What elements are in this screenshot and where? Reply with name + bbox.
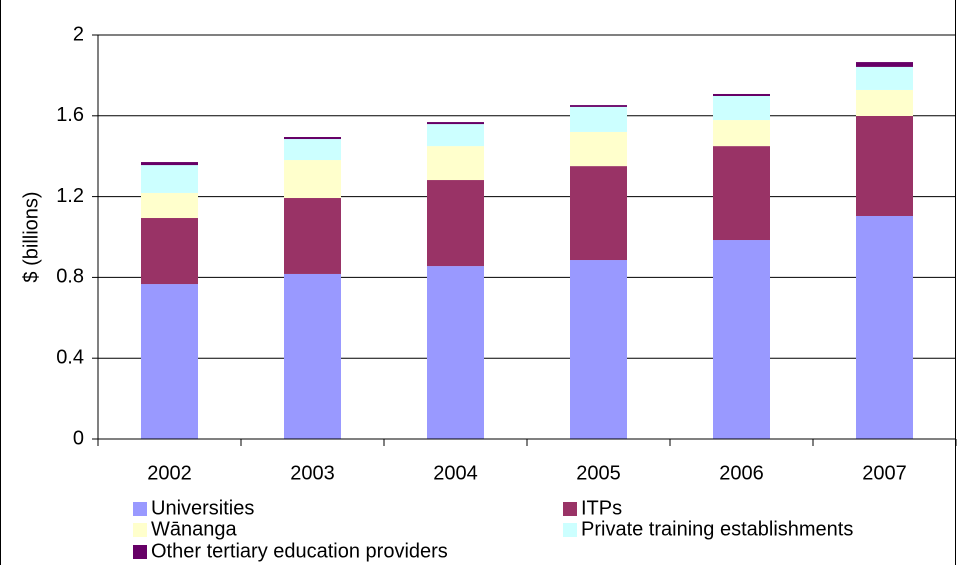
y-tick-label: 0.8 <box>56 266 84 288</box>
y-tick-label: 1.6 <box>56 104 84 126</box>
bar-segment <box>713 240 770 439</box>
legend-label: ITPs <box>581 497 622 519</box>
bar-segment <box>427 124 484 147</box>
x-tick-label: 2002 <box>147 462 192 484</box>
legend-swatch <box>563 502 577 516</box>
y-tick-label: 2 <box>73 23 84 45</box>
bar-segment <box>427 146 484 181</box>
bar-segment <box>141 218 198 285</box>
bar-segment <box>284 198 341 274</box>
legend-swatch <box>133 545 147 559</box>
bar-segment <box>856 116 913 216</box>
bar-segment <box>141 165 198 193</box>
x-tick-label: 2006 <box>719 462 764 484</box>
x-tick-label: 2004 <box>433 462 478 484</box>
y-tick-label: 1.2 <box>56 185 84 207</box>
bar-segment <box>570 105 627 107</box>
legend-swatch <box>133 523 147 537</box>
bar-segment <box>141 284 198 439</box>
bar-segment <box>713 93 770 97</box>
bar-segment <box>570 131 627 167</box>
y-axis-label: $ (billions) <box>20 191 42 282</box>
bar-segment <box>284 137 341 140</box>
bar-segment <box>284 139 341 161</box>
bar-segment <box>570 106 627 132</box>
bar-segment <box>856 215 913 439</box>
bar-segment <box>570 166 627 261</box>
legend-label: Universities <box>151 497 254 519</box>
bar-segment <box>713 120 770 147</box>
bar-segment <box>713 96 770 121</box>
legend-swatch <box>563 523 577 537</box>
bar-segment <box>427 122 484 125</box>
bar-segment <box>713 146 770 241</box>
x-tick-label: 2005 <box>576 462 621 484</box>
legend-swatch <box>133 502 147 516</box>
x-tick-label: 2003 <box>290 462 335 484</box>
y-tick-label: 0 <box>73 427 84 449</box>
bar-segment <box>856 66 913 90</box>
bar-segment <box>141 192 198 219</box>
bar-segment <box>570 260 627 439</box>
bar-segment <box>427 180 484 267</box>
y-tick-label: 0.4 <box>56 346 84 368</box>
bar-segment <box>856 62 913 67</box>
legend-label: Other tertiary education providers <box>151 540 448 562</box>
bar-segment <box>284 273 341 439</box>
bar-segment <box>856 89 913 117</box>
x-tick-label: 2007 <box>862 462 907 484</box>
legend-label: Private training establishments <box>581 518 853 540</box>
bar-segment <box>427 266 484 439</box>
bar-segment <box>284 160 341 199</box>
bar-segment <box>141 162 198 166</box>
legend-label: Wānanga <box>151 518 237 540</box>
